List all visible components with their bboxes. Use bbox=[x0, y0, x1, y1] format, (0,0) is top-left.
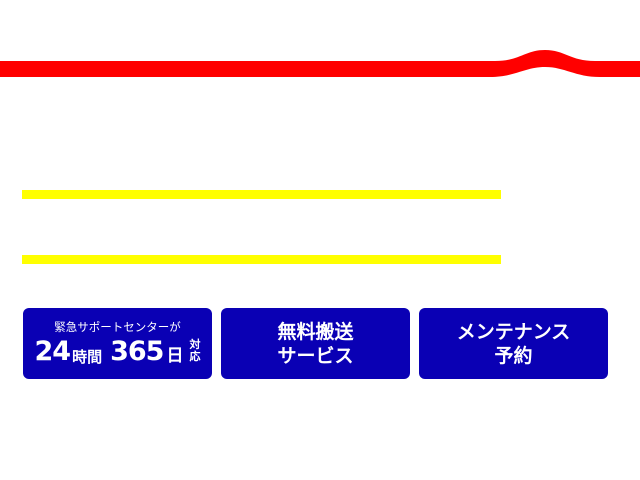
hours-unit: 時間 bbox=[72, 348, 103, 366]
button-label-line1: メンテナンス bbox=[456, 320, 571, 343]
suffix-2: 応 bbox=[189, 350, 201, 363]
days-number: 365 bbox=[110, 336, 164, 367]
emergency-support-button[interactable]: 緊急サポートセンターが 24 時間 365 日 対応 bbox=[23, 308, 212, 379]
maintenance-reservation-button[interactable]: メンテナンス 予約 bbox=[419, 308, 608, 379]
suffix-1: 対 bbox=[189, 338, 201, 351]
red-ribbon-divider bbox=[0, 50, 640, 77]
highlight-bar bbox=[22, 255, 501, 264]
support-center-label: 緊急サポートセンターが bbox=[54, 320, 181, 334]
button-label-line2: 予約 bbox=[494, 344, 533, 367]
free-towing-service-button[interactable]: 無料搬送 サービス bbox=[221, 308, 410, 379]
hours-number: 24 bbox=[34, 336, 72, 367]
highlight-bar bbox=[22, 190, 501, 199]
button-label-line2: サービス bbox=[277, 344, 354, 367]
days-unit: 日 bbox=[166, 346, 184, 366]
button-label-line1: 無料搬送 bbox=[277, 320, 354, 343]
